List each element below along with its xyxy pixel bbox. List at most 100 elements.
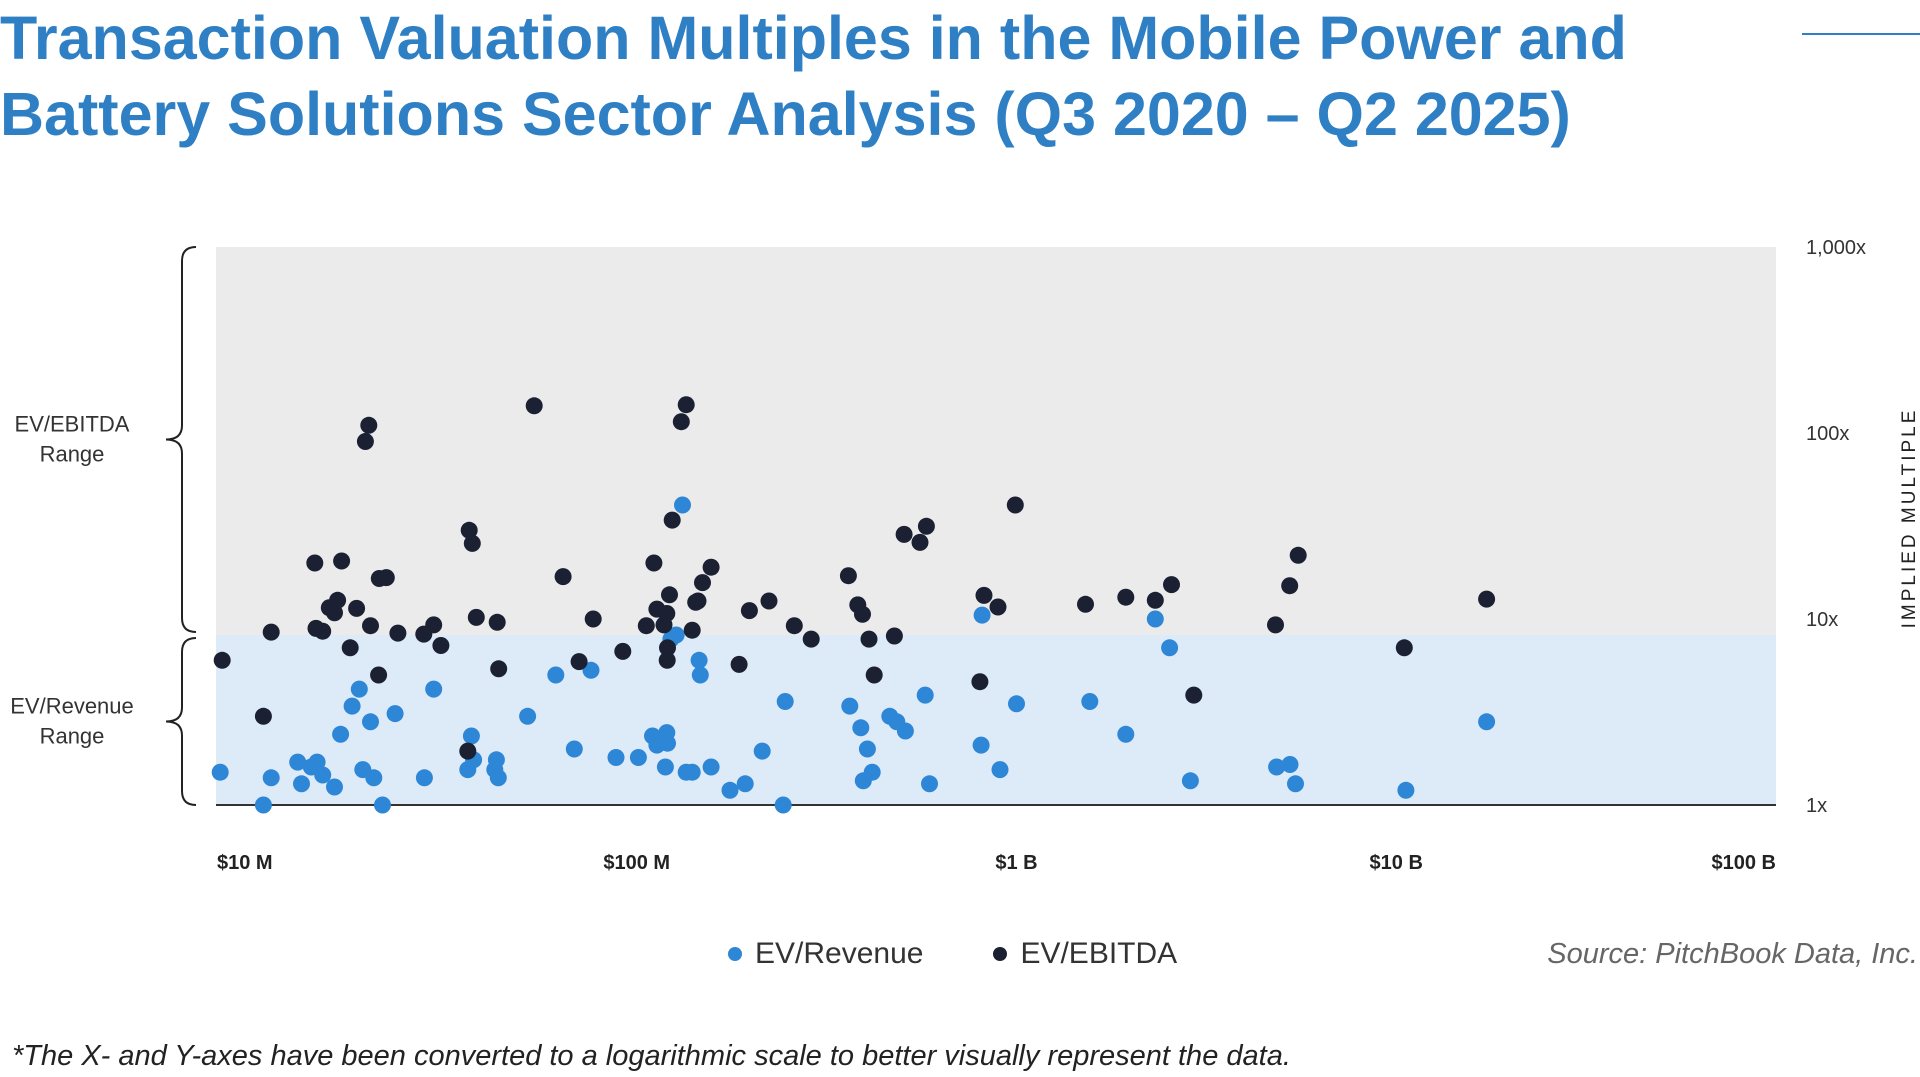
ev-revenue-point [1397, 781, 1415, 799]
ev-ebitda-point [785, 617, 803, 635]
ev-revenue-point [308, 753, 326, 771]
ev-ebitda-point [895, 525, 913, 543]
ev-revenue-point [343, 697, 361, 715]
ev-ebitda-point [584, 610, 602, 628]
ev-ebitda-point [389, 624, 407, 642]
y-tick-label: 10x [1806, 609, 1838, 631]
ev-revenue-point [841, 697, 859, 715]
ev-ebitda-point [1289, 546, 1307, 564]
ev-revenue-point [362, 713, 379, 731]
ev-ebitda-point [663, 511, 681, 529]
ev-revenue-point [972, 736, 990, 754]
y-axis-ticks: 1x 10x 100x 1,000x [1806, 237, 1866, 817]
ev-ebitda-point [1185, 686, 1203, 704]
ev-revenue-point [489, 769, 507, 787]
ev-ebitda-point [694, 574, 711, 592]
ev-revenue-point [519, 707, 537, 725]
ev-ebitda-point [740, 602, 758, 620]
ev-ebitda-point [702, 558, 720, 576]
ev-ebitda-point [370, 666, 388, 684]
ev-revenue-point [736, 775, 754, 793]
ev-ebitda-point [348, 599, 366, 617]
ev-ebitda-points [213, 396, 1496, 760]
ev-revenue-point [262, 769, 280, 787]
ev-ebitda-point [989, 598, 1007, 616]
ev-revenue-point [365, 769, 383, 787]
ev-ebitda-point [570, 653, 588, 671]
ev-ebitda-point [490, 660, 508, 678]
ev-revenue-point [659, 734, 676, 752]
ev-revenue-marker-icon [728, 947, 742, 961]
ev-revenue-point [973, 606, 991, 624]
ev-revenue-point [753, 742, 771, 760]
x-axis-ticks: $10 M $100 M $1 B $10 B $100 B [217, 852, 1776, 874]
title-rule [1802, 33, 1920, 35]
ev-ebitda-point [362, 617, 379, 635]
ev-revenue-point [462, 727, 480, 745]
range-bracket [165, 637, 197, 806]
ev-ebitda-point [917, 517, 935, 535]
range-label-line: EV/Revenue [10, 694, 134, 719]
ev-ebitda-point [1006, 496, 1024, 514]
ev-revenue-point [607, 749, 625, 766]
ev-ebitda-point [554, 568, 572, 586]
x-tick-label: $100 B [1712, 852, 1777, 874]
ev-ebitda-point [360, 416, 378, 434]
ev-ebitda-point [865, 666, 883, 684]
ev-revenue-point [547, 666, 565, 684]
ev-revenue-point [691, 666, 709, 684]
y-tick-label: 100x [1806, 423, 1849, 445]
ev-ebitda-point [677, 396, 695, 414]
footnote: *The X- and Y-axes have been converted t… [12, 1040, 1291, 1072]
ev-ebitda-point [645, 554, 663, 572]
ev-ebitda-point [1478, 590, 1496, 608]
ev-ebitda-point [467, 608, 485, 626]
ev-revenue-point [863, 763, 881, 781]
ev-ebitda-point [885, 627, 903, 645]
ev-ebitda-point [262, 623, 280, 641]
ev-revenue-point [858, 740, 876, 758]
ev-revenue-point [1081, 693, 1099, 710]
x-tick-label: $1 B [995, 852, 1037, 874]
x-tick-label: $10 B [1370, 852, 1423, 874]
source-note: Source: PitchBook Data, Inc. [1547, 938, 1918, 970]
x-tick-label: $10 M [217, 852, 273, 874]
ev-revenue-point [683, 763, 701, 781]
ev-revenue-point [1287, 775, 1304, 793]
ev-ebitda-point [860, 630, 878, 648]
ev-ebitda-point [802, 630, 820, 648]
ev-ebitda-point [213, 651, 231, 669]
ev-revenue-point [289, 753, 307, 771]
ev-revenue-point [314, 766, 332, 784]
ev-ebitda-point [1077, 595, 1094, 613]
ev-revenue-point [667, 626, 685, 644]
ev-revenue-point [1161, 639, 1179, 657]
legend-label-ev-ebitda: EV/EBITDA [1020, 937, 1178, 970]
ev-ebitda-point [689, 592, 707, 610]
ev-ebitda-point [1117, 588, 1135, 606]
ev-ebitda-marker-icon [993, 947, 1008, 961]
ev-revenue-point [1281, 756, 1299, 773]
ev-revenue-point [674, 496, 691, 514]
ev-ebitda-point [306, 554, 324, 572]
ev-revenue-point [1146, 610, 1164, 628]
ev-revenue-point [415, 769, 433, 787]
ev-revenue-point [1008, 695, 1025, 713]
ev-revenue-point [487, 751, 505, 769]
ev-revenue-point [991, 761, 1009, 779]
ev-ebitda-range-band [216, 247, 1776, 636]
ev-ebitda-point [658, 605, 676, 622]
ev-ebitda-point [672, 413, 690, 431]
ev-revenue-points [211, 496, 1496, 814]
ev-ebitda-point [459, 742, 477, 760]
ev-ebitda-point [975, 586, 993, 604]
ev-revenue-range-band [216, 635, 1776, 805]
ev-ebitda-point [971, 673, 989, 691]
ev-ebitda-point [614, 642, 632, 660]
legend-label-ev-revenue: EV/Revenue [755, 937, 924, 970]
ev-ebitda-point [730, 655, 748, 673]
ev-ebitda-point [463, 534, 481, 552]
range-label-line: EV/EBITDA [15, 412, 130, 437]
ev-ebitda-point [1395, 639, 1413, 657]
range-label-line: Range [40, 442, 105, 467]
